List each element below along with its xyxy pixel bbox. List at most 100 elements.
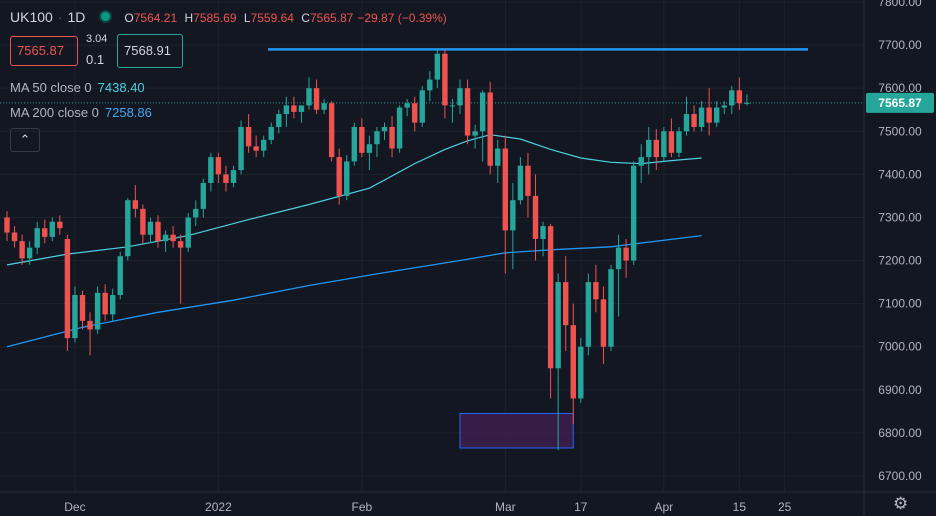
candle-body bbox=[729, 90, 735, 106]
ma50-legend[interactable]: MA 50 close 0 7438.40 bbox=[10, 80, 145, 95]
y-tick-label: 6700.00 bbox=[878, 469, 922, 483]
x-tick-label: 25 bbox=[778, 500, 792, 514]
x-tick-label: Dec bbox=[64, 500, 85, 514]
y-tick-label: 7400.00 bbox=[878, 167, 922, 181]
candle-body bbox=[615, 247, 622, 270]
ohlc-values: O7564.21 H7585.69 L7559.64 C7565.87 −29.8… bbox=[124, 11, 447, 25]
candle-body bbox=[117, 256, 123, 296]
candle-body bbox=[147, 221, 154, 235]
candle-body bbox=[555, 282, 561, 369]
candle-body bbox=[291, 105, 297, 112]
candle-body bbox=[744, 102, 750, 104]
candle-body bbox=[517, 165, 524, 201]
candle-body bbox=[177, 241, 184, 248]
candle-body bbox=[313, 88, 320, 110]
interval-label[interactable]: 1D bbox=[67, 9, 86, 25]
candle-body bbox=[623, 247, 629, 261]
candle-body bbox=[328, 103, 335, 158]
y-tick-label: 7300.00 bbox=[878, 210, 922, 224]
y-tick-label: 7000.00 bbox=[878, 340, 922, 354]
candle-body bbox=[608, 269, 614, 347]
candle-body bbox=[94, 292, 101, 330]
candle-body bbox=[215, 157, 222, 175]
candle-body bbox=[298, 105, 305, 112]
candle-body bbox=[721, 105, 727, 108]
ma200-value: 7258.86 bbox=[104, 105, 152, 120]
candle-body bbox=[630, 165, 637, 261]
candle-body bbox=[34, 228, 40, 248]
candle-body bbox=[464, 88, 471, 136]
candle-body bbox=[87, 320, 93, 330]
spread-bottom: 0.1 bbox=[86, 52, 105, 67]
y-tick-label: 7100.00 bbox=[878, 297, 922, 311]
candle-body bbox=[638, 157, 644, 166]
candle-body bbox=[132, 200, 139, 209]
ma50-line bbox=[6, 134, 702, 266]
ma200-legend[interactable]: MA 200 close 0 7258.86 bbox=[10, 105, 152, 120]
candle-body bbox=[42, 228, 48, 237]
candle-body bbox=[668, 131, 675, 153]
candle-body bbox=[653, 139, 659, 158]
candle-body bbox=[427, 79, 433, 91]
y-tick-label: 6900.00 bbox=[878, 383, 922, 397]
candle-body bbox=[449, 105, 456, 107]
candle-body bbox=[366, 144, 373, 153]
candle-body bbox=[600, 299, 607, 347]
candle-body bbox=[79, 295, 86, 321]
candle-body bbox=[223, 174, 229, 183]
candle-body bbox=[532, 195, 539, 239]
candle-body bbox=[472, 131, 478, 136]
symbol-name[interactable]: UK100 bbox=[10, 9, 53, 25]
candle-body bbox=[479, 92, 486, 132]
candle-body bbox=[676, 131, 682, 153]
candle-body bbox=[19, 241, 25, 259]
symbol-header: UK100 · 1D O7564.21 H7585.69 L7559.64 C7565… bbox=[10, 9, 451, 25]
candle-body bbox=[125, 200, 131, 257]
candle-body bbox=[434, 53, 441, 80]
buy-button[interactable]: 7568.91 bbox=[117, 34, 183, 68]
candle-body bbox=[442, 53, 448, 106]
last-price-label: 7565.87 bbox=[878, 96, 922, 110]
candle-body bbox=[419, 90, 425, 123]
candle-body bbox=[502, 148, 508, 231]
candle-body bbox=[593, 282, 599, 300]
gear-icon[interactable]: ⚙ bbox=[893, 494, 909, 513]
candle-body bbox=[336, 157, 342, 196]
x-tick-label: 2022 bbox=[205, 500, 232, 514]
candle-body bbox=[11, 232, 18, 242]
ma50-value: 7438.40 bbox=[97, 80, 145, 95]
candle-body bbox=[396, 107, 403, 149]
candle-body bbox=[155, 221, 161, 242]
last-price-tag bbox=[866, 92, 934, 113]
candle-body bbox=[261, 139, 267, 151]
candle-body bbox=[698, 107, 705, 127]
sell-button[interactable]: 7565.87 bbox=[10, 36, 78, 66]
candle-body bbox=[162, 234, 169, 242]
collapse-legend-button[interactable]: ⌃ bbox=[10, 128, 40, 152]
x-tick-label: 17 bbox=[574, 500, 588, 514]
candle-body bbox=[49, 221, 55, 237]
candle-body bbox=[351, 126, 357, 162]
open-value: 7564.21 bbox=[133, 11, 178, 25]
candle-body bbox=[268, 126, 274, 140]
candle-body bbox=[457, 88, 463, 106]
header-separator: · bbox=[57, 9, 63, 25]
candle-body bbox=[102, 292, 108, 315]
x-tick-label: 15 bbox=[733, 500, 747, 514]
candle-body bbox=[646, 139, 652, 158]
y-tick-label: 7500.00 bbox=[878, 124, 922, 138]
candle-body bbox=[374, 131, 380, 145]
candle-body bbox=[200, 182, 206, 209]
candle-body bbox=[736, 90, 743, 104]
candle-body bbox=[381, 126, 388, 132]
candle-body bbox=[253, 146, 259, 151]
candle-body bbox=[389, 126, 395, 149]
y-tick-label: 6800.00 bbox=[878, 426, 922, 440]
candle-body bbox=[306, 88, 312, 106]
ma50-label: MA 50 close 0 bbox=[10, 80, 92, 95]
y-tick-label: 7700.00 bbox=[878, 38, 922, 52]
candle-body bbox=[276, 114, 282, 127]
candle-body bbox=[344, 161, 350, 196]
close-value: 7565.87 bbox=[309, 11, 354, 25]
